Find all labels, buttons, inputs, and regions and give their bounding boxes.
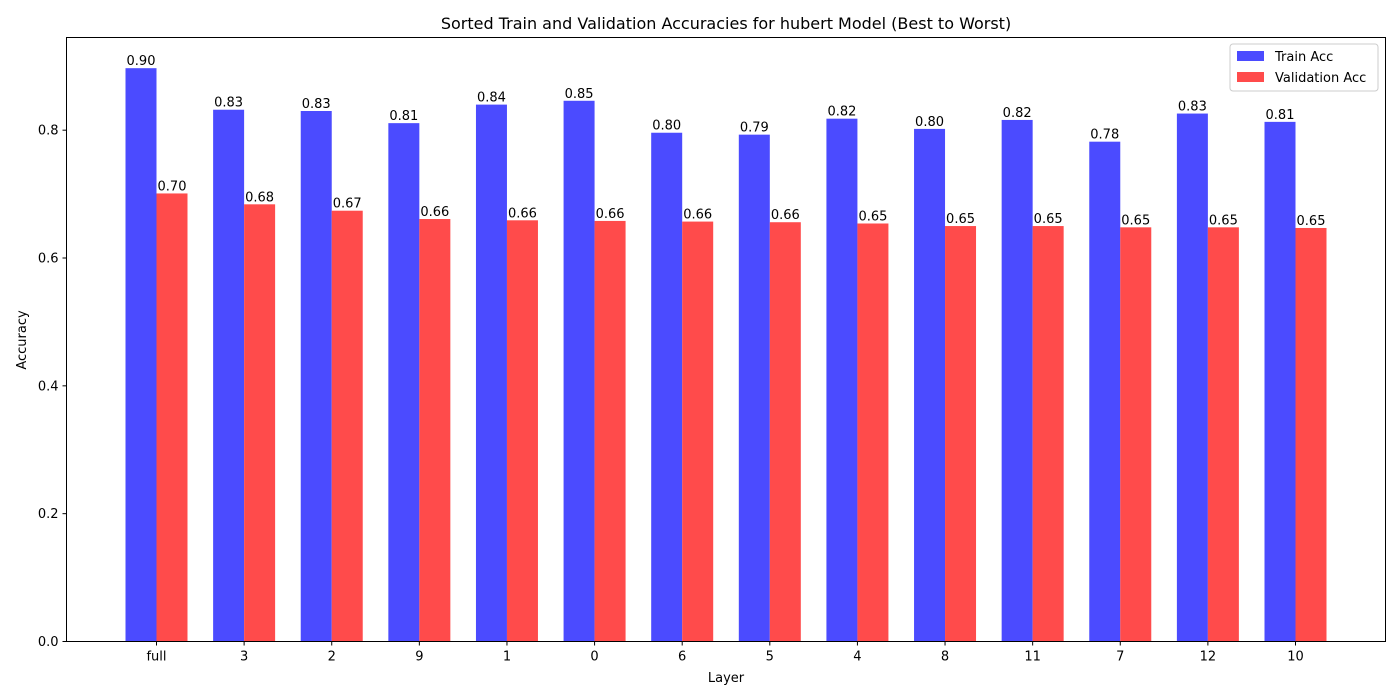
- x-tick-label: 2: [328, 650, 336, 665]
- x-tick-label: 4: [853, 650, 861, 665]
- data-label: 0.66: [508, 206, 537, 221]
- y-tick-label: 0.8: [38, 124, 59, 139]
- bar-train-acc: [125, 68, 157, 642]
- x-tick-label: full: [146, 650, 166, 665]
- data-label: 0.84: [477, 91, 506, 106]
- y-tick-label: 0.6: [38, 252, 59, 267]
- data-label: 0.90: [127, 54, 156, 69]
- x-tick-label: 6: [678, 650, 686, 665]
- bar-validation-acc: [156, 193, 188, 642]
- bar-train-acc: [475, 104, 507, 642]
- bar-validation-acc: [1032, 226, 1064, 642]
- data-label: 0.65: [1297, 214, 1326, 229]
- data-label: 0.65: [858, 209, 887, 224]
- bar-validation-acc: [1295, 227, 1327, 642]
- data-label: 0.82: [827, 105, 856, 120]
- data-label: 0.65: [946, 212, 975, 227]
- data-label: 0.83: [302, 97, 331, 112]
- legend: Train Acc Validation Acc: [1229, 43, 1379, 92]
- x-axis-label: Layer: [708, 671, 745, 686]
- x-tick-label: 11: [1024, 650, 1041, 665]
- bar-train-acc: [1264, 121, 1296, 642]
- data-label: 0.70: [158, 179, 187, 194]
- legend-swatch: [1237, 51, 1264, 61]
- bar-train-acc: [300, 111, 332, 642]
- y-tick-label: 0.0: [38, 635, 59, 650]
- bar-validation-acc: [945, 226, 977, 642]
- bar-validation-acc: [1120, 227, 1152, 642]
- data-label: 0.66: [771, 208, 800, 223]
- x-tick-label: 8: [941, 650, 949, 665]
- bar-validation-acc: [857, 223, 889, 642]
- data-label: 0.67: [333, 197, 362, 212]
- data-label: 0.80: [915, 115, 944, 130]
- data-label: 0.81: [389, 109, 418, 124]
- bar-validation-acc: [419, 219, 451, 642]
- bar-validation-acc: [1207, 227, 1239, 642]
- bar-train-acc: [1001, 119, 1033, 642]
- bar-train-acc: [738, 134, 770, 642]
- x-tick-label: 7: [1116, 650, 1124, 665]
- x-tick-label: 1: [503, 650, 511, 665]
- data-label: 0.81: [1266, 108, 1295, 123]
- bar-train-acc: [1176, 113, 1208, 642]
- bar-train-acc: [563, 100, 595, 642]
- data-label: 0.66: [420, 205, 449, 220]
- legend-swatch: [1237, 72, 1264, 82]
- data-label: 0.65: [1209, 213, 1238, 228]
- data-label: 0.83: [1178, 100, 1207, 115]
- bar-validation-acc: [769, 222, 801, 642]
- y-axis-label: Accuracy: [15, 310, 30, 370]
- x-tick-label: 12: [1200, 650, 1217, 665]
- bar-train-acc: [914, 128, 946, 642]
- bar-validation-acc: [506, 220, 538, 642]
- data-label: 0.80: [652, 119, 681, 134]
- bar-train-acc: [213, 109, 245, 642]
- data-label: 0.83: [214, 96, 243, 111]
- y-tick-label: 0.2: [38, 507, 59, 522]
- bar-validation-acc: [594, 220, 626, 642]
- data-label: 0.65: [1121, 213, 1150, 228]
- data-label: 0.79: [740, 121, 769, 136]
- x-tick-label: 10: [1287, 650, 1304, 665]
- plot-frame: [66, 37, 1386, 642]
- bar-validation-acc: [244, 204, 276, 642]
- data-label: 0.85: [565, 87, 594, 102]
- x-tick-label: 9: [415, 650, 423, 665]
- data-label: 0.82: [1003, 106, 1032, 121]
- chart-title: Sorted Train and Validation Accuracies f…: [441, 14, 1011, 33]
- bar-train-acc: [388, 123, 420, 642]
- data-label: 0.66: [683, 208, 712, 223]
- bar-train-acc: [1089, 141, 1121, 642]
- x-tick-label: 5: [766, 650, 774, 665]
- data-label: 0.78: [1090, 128, 1119, 143]
- data-label: 0.68: [245, 190, 274, 205]
- x-tick-label: 3: [240, 650, 248, 665]
- x-tick-label: 0: [590, 650, 598, 665]
- y-tick-label: 0.4: [38, 379, 59, 394]
- bar-validation-acc: [682, 221, 714, 642]
- data-label: 0.65: [1034, 212, 1063, 227]
- bar-validation-acc: [331, 210, 363, 642]
- legend-label: Validation Acc: [1275, 71, 1366, 86]
- legend-box: [1229, 43, 1379, 92]
- legend-label: Train Acc: [1274, 50, 1333, 65]
- data-label: 0.66: [596, 207, 625, 222]
- bar-train-acc: [651, 132, 683, 642]
- bar-train-acc: [826, 118, 858, 642]
